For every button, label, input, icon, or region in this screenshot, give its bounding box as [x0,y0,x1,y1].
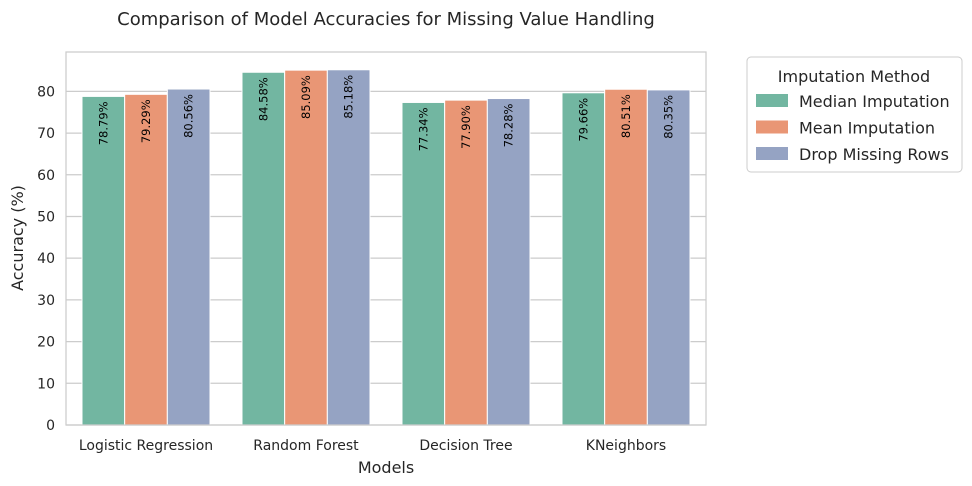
y-tick-label: 70 [37,126,55,142]
bars [81,69,691,426]
y-tick-label: 30 [37,293,55,309]
legend: Imputation Method Median Imputation Mean … [746,56,963,173]
legend-entry-label: Mean Imputation [799,119,935,138]
bar [241,71,286,426]
y-axis-ticks: 0 10 20 30 40 50 60 70 80 [37,84,55,434]
legend-swatch [756,120,788,134]
bar [561,92,606,426]
bar [166,88,211,426]
legend-swatch [756,147,788,160]
y-tick-label: 10 [37,376,55,392]
x-axis-ticks: Logistic Regression Random Forest Decision… [79,438,666,454]
bar-value-label: 80.51% [619,94,633,138]
y-tick-label: 60 [37,168,55,184]
plot-frame [65,51,707,426]
bar-value-label: 79.66% [576,98,590,142]
legend-entry-label: Median Imputation [799,92,950,111]
bar-labels: 78.79% 79.29% 80.56% 84.58% 85.09% 85.18% 77.3… [96,75,675,152]
bar-value-label: 85.18% [342,75,356,119]
x-tick-label: Random Forest [253,438,359,454]
y-tick-label: 80 [37,84,55,100]
legend-entry-label: Drop Missing Rows [799,145,949,164]
bar-value-label: 85.09% [299,75,313,119]
legend-swatch [756,94,788,107]
bar-value-label: 77.34% [416,107,430,151]
bar-value-label: 84.58% [256,77,270,121]
bar-value-label: 78.79% [96,101,110,145]
x-tick-label: Logistic Regression [79,438,213,454]
x-axis-label: Models [358,458,414,477]
y-tick-label: 0 [46,418,55,434]
bar-value-label: 80.56% [182,94,196,138]
bar [284,69,328,426]
bar [326,69,371,426]
bar [646,89,691,426]
legend-frame [746,56,963,173]
bar-value-label: 80.35% [662,95,676,139]
legend-title: Imputation Method [778,67,930,86]
bar-value-label: 77.90% [459,105,473,149]
x-tick-label: KNeighbors [586,438,666,454]
y-tick-label: 40 [37,251,55,267]
bar [604,88,648,426]
chart-title: Comparison of Model Accuracies for Missi… [117,9,655,30]
y-axis-label: Accuracy (%) [8,185,27,291]
x-tick-label: Decision Tree [419,438,512,454]
y-tick-label: 50 [37,209,55,225]
y-tick-label: 20 [37,335,55,351]
bar-value-label: 79.29% [139,99,153,143]
bar-value-label: 78.28% [502,103,516,147]
